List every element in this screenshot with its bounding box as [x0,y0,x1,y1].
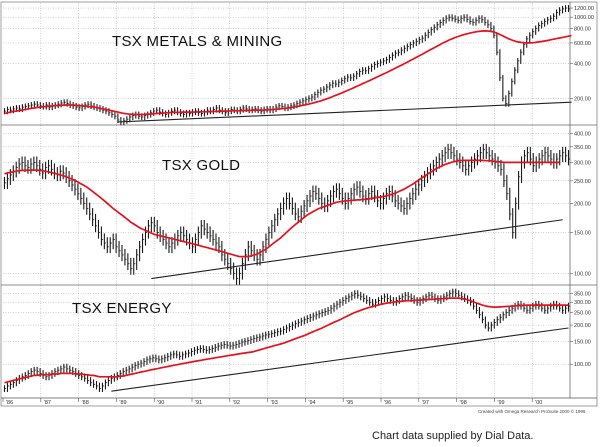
panel-energy: 350.00 300.00 250.00 200.00 150.00 100.00 TSX … [3,288,591,392]
chart-caption: Chart data supplied by Dial Data. [372,430,534,442]
panel-title-gold: TSX GOLD [162,157,240,174]
y-tick-label: 200.00 [574,323,591,329]
moving-average-line [4,30,572,116]
y-tick-label: 400.00 [574,131,591,137]
x-tick-label: '97 [422,400,429,406]
x-tick-label: '91 [195,400,202,406]
y-tick-label: 250.00 [574,179,591,185]
y-tick-label: 350.00 [574,292,591,298]
y-tick-label: 1000.00 [574,15,594,21]
y-tick-label: 150.00 [574,230,591,236]
x-tick-label: '98 [460,400,467,406]
y-tick-label: 100.00 [574,362,591,368]
x-tick-label: '93 [271,400,278,406]
y-tick-label: 1200.00 [574,6,594,12]
x-tick-label: '88 [82,400,89,406]
x-tick-label: '00 [535,400,542,406]
software-credit: Created with Omega Research ProSuite 200… [478,408,586,414]
y-tick-label: 300.00 [574,300,591,306]
trendline [111,327,569,392]
plot-border [0,1,598,407]
panel-title-metals-mining: TSX METALS & MINING [112,33,282,50]
panel-gold: 400.00 350.00 300.00 250.00 200.00 150.00 100.… [3,131,591,285]
panel-metals-mining: 1200.00 1000.00 800.00 600.00 400.00 200.00 TS… [3,5,594,126]
x-tick-label: '87 [44,400,51,406]
y-tick-label: 600.00 [574,41,591,47]
x-tick-label: '86 [6,400,13,406]
trendline [117,101,572,123]
y-tick-label: 200.00 [574,201,591,207]
moving-average-line [4,159,560,258]
y-tick-label: 400.00 [574,61,591,67]
x-tick-label: '89 [119,400,126,406]
y-tick-label: 350.00 [574,145,591,151]
y-tick-label: 250.00 [574,311,591,317]
moving-average-line [4,297,569,384]
trendline [151,219,563,280]
x-tick-label: '92 [233,400,240,406]
x-axis: '86 '87 '88 '89 '90 '91 '92 '93 '94 '95 '96 '97 '98 '… [2,398,542,406]
y-tick-label: 100.00 [574,271,591,277]
y-tick-label: 150.00 [574,339,591,345]
panel-title-energy: TSX ENERGY [72,300,172,317]
y-tick-label: 300.00 [574,160,591,166]
y-tick-label: 800.00 [574,26,591,32]
x-tick-label: '95 [346,400,353,406]
x-tick-label: '96 [384,400,391,406]
x-tick-label: '99 [497,400,504,406]
grid-layer [0,1,598,407]
x-tick-label: '94 [308,400,315,406]
y-tick-label: 200.00 [574,96,591,102]
x-tick-label: '90 [157,400,164,406]
